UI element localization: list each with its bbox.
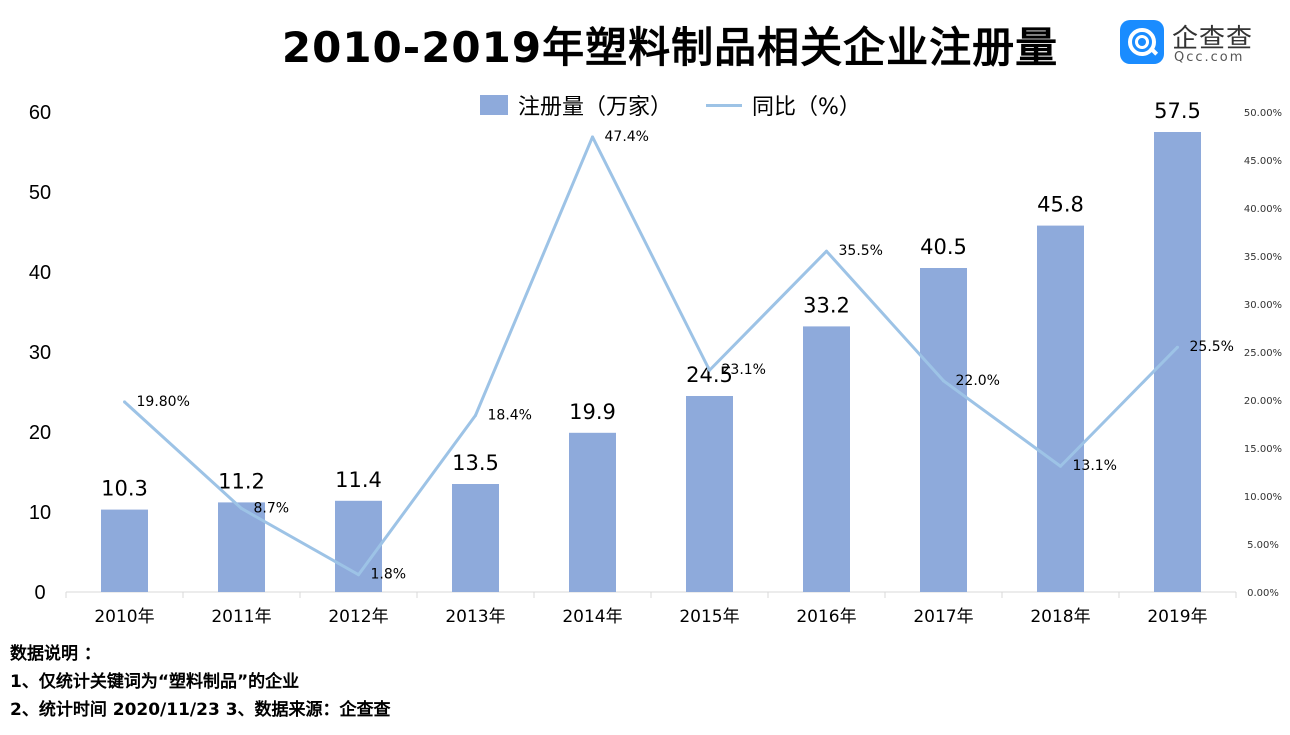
line-point (708, 368, 711, 372)
line-value-label: 13.1% (1073, 458, 1117, 474)
legend-label-bar: 注册量（万家） (518, 95, 673, 120)
legend-item-bar: 注册量（万家） (480, 88, 672, 122)
bar (920, 268, 967, 592)
bar-value-label: 11.4 (335, 468, 382, 492)
y-right-tick-label: 10.00% (1244, 492, 1282, 503)
bar (569, 432, 616, 592)
y-right-tick-label: 30.00% (1244, 300, 1282, 311)
line-value-label: 35.5% (839, 243, 883, 259)
line-point (1176, 345, 1179, 349)
x-tick-label: 2018年 (1030, 607, 1090, 627)
line-point (123, 400, 126, 404)
x-tick-label: 2012年 (328, 607, 388, 627)
x-tick-label: 2019年 (1147, 607, 1207, 627)
y-left-tick-label: 20 (29, 422, 51, 444)
y-right-tick-label: 15.00% (1244, 444, 1282, 455)
notes-heading: 数据说明 ： (10, 644, 101, 664)
y-left-tick-label: 10 (29, 502, 51, 524)
yoy-line (123, 135, 1179, 577)
y-right-tick-label: 0.00% (1247, 588, 1279, 599)
magnifier-icon (1120, 20, 1164, 64)
line-point (240, 506, 243, 510)
y-left-tick-label: 50 (29, 182, 51, 204)
x-tick-label: 2014年 (562, 607, 622, 627)
x-tick-label: 2010年 (94, 607, 154, 627)
bar-value-label: 11.2 (218, 469, 265, 493)
y-right-tick-label: 35.00% (1244, 252, 1282, 263)
x-tick-label: 2013年 (445, 607, 505, 627)
x-tick-label: 2011年 (211, 607, 271, 627)
logo-name: 企查查 (1172, 24, 1254, 54)
line-value-label: 22.0% (956, 373, 1000, 389)
y-right-tick-label: 20.00% (1244, 396, 1282, 407)
bar-value-label: 33.2 (803, 293, 850, 317)
y-right-tick-label: 40.00% (1244, 204, 1282, 215)
logo-sub: Qcc.com (1174, 50, 1245, 65)
bar-value-label: 13.5 (452, 451, 499, 475)
line-point (1059, 464, 1062, 468)
line-point (357, 573, 360, 577)
bar (803, 326, 850, 592)
line-value-label: 18.4% (488, 407, 532, 423)
y-right-tick-label: 45.00% (1244, 156, 1282, 167)
bar (452, 484, 499, 592)
line-value-label: 8.7% (254, 500, 290, 516)
bar (686, 396, 733, 592)
x-tick-label: 2015年 (679, 607, 739, 627)
line-value-label: 1.8% (371, 567, 407, 583)
bar-value-label: 10.3 (101, 477, 148, 501)
y-left-tick-label: 40 (29, 262, 51, 284)
bar (1037, 225, 1084, 592)
line-point (474, 413, 477, 417)
notes-line-2: 2、统计时间 2020/11/23 3、数据来源：企查查 (10, 700, 391, 720)
y-right-tick-label: 50.00% (1244, 108, 1282, 119)
legend-swatch-line (706, 103, 742, 107)
legend-label-line: 同比（%） (752, 95, 861, 120)
bar (335, 500, 382, 592)
line-value-label: 47.4% (605, 129, 649, 145)
x-tick-label: 2016年 (796, 607, 856, 627)
chart-title: 2010-2019年塑料制品相关企业注册量 (281, 23, 1059, 72)
bar-value-label: 45.8 (1037, 193, 1084, 217)
bar-value-label: 57.5 (1154, 99, 1201, 123)
line-point (591, 135, 594, 139)
y-left-tick-label: 60 (29, 102, 51, 124)
legend-swatch-bar (480, 95, 508, 115)
data-notes: 数据说明 ： 1、仅统计关键词为“塑料制品”的企业 2、统计时间 2020/11… (10, 640, 391, 724)
qcc-logo: 企查查 Qcc.com (1120, 18, 1280, 68)
y-right-tick-label: 5.00% (1247, 540, 1279, 551)
bar (101, 509, 148, 592)
bar-value-label: 40.5 (920, 235, 967, 259)
x-tick-label: 2017年 (913, 607, 973, 627)
chart-legend: 注册量（万家） 同比（%） (470, 88, 870, 122)
line-point (825, 249, 828, 253)
legend-item-line: 同比（%） (706, 88, 861, 122)
y-left-tick-label: 30 (29, 342, 51, 364)
line-value-label: 25.5% (1190, 339, 1234, 355)
line-value-label: 19.80% (137, 394, 190, 410)
line-value-label: 23.1% (722, 362, 766, 378)
bar-value-label: 19.9 (569, 400, 616, 424)
notes-line-1: 1、仅统计关键词为“塑料制品”的企业 (10, 672, 300, 692)
y-left-tick-label: 0 (34, 582, 45, 604)
y-right-tick-label: 25.00% (1244, 348, 1282, 359)
line-point (942, 379, 945, 383)
